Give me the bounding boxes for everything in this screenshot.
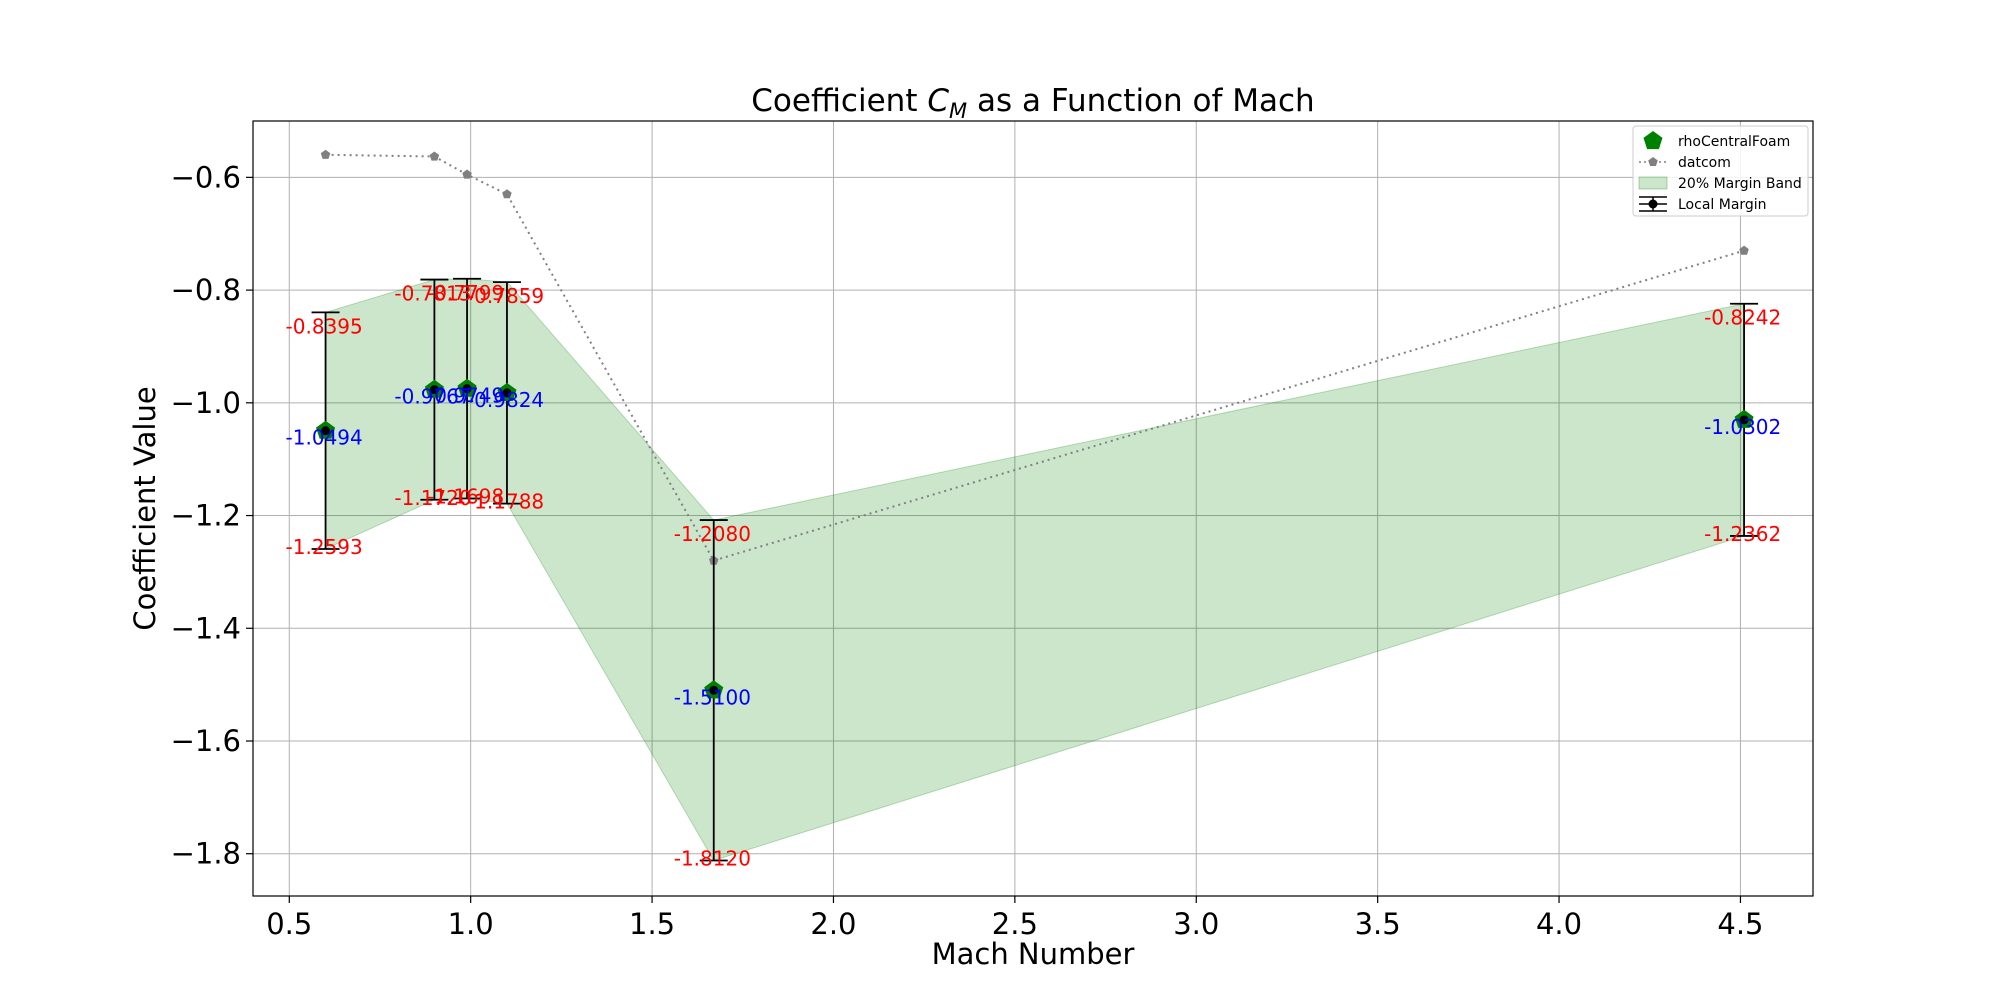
datcom-point xyxy=(1739,245,1749,255)
y-tick-label: −1.8 xyxy=(171,837,241,871)
y-axis-label: Coefficient Value xyxy=(128,386,162,630)
x-tick-label: 1.0 xyxy=(448,907,494,941)
legend-rhocentralfoam-label: rhoCentralFoam xyxy=(1678,134,1790,150)
x-tick-label: 2.5 xyxy=(992,907,1038,941)
y-tick-label: −0.6 xyxy=(171,160,241,194)
legend-rhocentralfoam-marker xyxy=(1643,131,1663,150)
title-symbol: C xyxy=(927,83,949,119)
center-value-label: -1.5100 xyxy=(674,685,751,709)
center-value-label: -0.9824 xyxy=(467,388,544,412)
datcom-point xyxy=(320,149,331,159)
title-prefix: Coefficient xyxy=(751,83,927,119)
y-tick-label: −1.4 xyxy=(171,611,241,645)
y-tick-label: −1.2 xyxy=(171,499,241,533)
x-axis-label: Mach Number xyxy=(932,937,1135,971)
errorbar-center-dot xyxy=(709,685,719,695)
legend-datcom-marker xyxy=(1648,157,1658,166)
title-subscript: M xyxy=(949,99,967,123)
y-ticks: −0.6 −0.8 −1.0 −1.2 −1.4 −1.6 −1.8 xyxy=(171,160,253,871)
errorbar-center-dot xyxy=(1739,415,1749,425)
x-tick-label: 3.0 xyxy=(1173,907,1219,941)
chart-title: Coefficient CM as a Function of Mach xyxy=(751,83,1314,123)
x-tick-label: 2.0 xyxy=(810,907,856,941)
lower-bound-label: -1.1720 xyxy=(394,486,471,510)
data-annotations: -1.0494 -0.8395 -1.2593 -0.9767 -0.7813 -1.17… xyxy=(286,281,1782,871)
datcom-point xyxy=(462,169,472,179)
errorbar-center-dot xyxy=(502,388,512,398)
legend-datcom-label: datcom xyxy=(1678,155,1731,171)
center-value-label: -1.0494 xyxy=(286,426,363,450)
x-tick-label: 4.0 xyxy=(1536,907,1582,941)
legend-band-label: 20% Margin Band xyxy=(1678,176,1802,192)
upper-bound-label: -0.7859 xyxy=(467,284,544,308)
legend-errorbar-label: Local Margin xyxy=(1678,197,1767,213)
upper-bound-label: -0.8242 xyxy=(1704,306,1781,330)
center-value-label: -0.9767 xyxy=(394,385,471,409)
lower-bound-label: -1.1788 xyxy=(467,490,544,514)
y-tick-label: −1.0 xyxy=(171,386,241,420)
legend-errorbar-symbol xyxy=(1639,196,1667,212)
upper-bound-label: -0.7813 xyxy=(394,282,471,306)
x-tick-label: 3.5 xyxy=(1355,907,1401,941)
margin-band-area xyxy=(325,278,1745,862)
errorbar-center-dot xyxy=(429,385,439,395)
errorbar-center-dot xyxy=(321,426,331,436)
margin-band xyxy=(325,278,1745,862)
y-tick-label: −1.6 xyxy=(171,724,241,758)
title-suffix: as a Function of Mach xyxy=(967,83,1315,119)
legend-errorbar-dot xyxy=(1648,199,1658,209)
x-tick-label: 0.5 xyxy=(266,907,312,941)
datcom-point xyxy=(429,151,440,161)
lower-bound-label: -1.1698 xyxy=(427,485,504,509)
lower-bound-label: -1.2362 xyxy=(1704,522,1781,546)
errorbar-center-dot xyxy=(462,384,472,394)
upper-bound-label: -1.2080 xyxy=(674,522,751,546)
x-tick-label: 4.5 xyxy=(1717,907,1763,941)
legend-box xyxy=(1632,125,1809,217)
grid xyxy=(253,121,1813,896)
datcom-series xyxy=(320,149,1749,565)
legend-band-patch xyxy=(1638,176,1668,190)
datcom-line xyxy=(325,153,1745,562)
plot-frame xyxy=(252,120,1814,897)
rhocentralfoam-series xyxy=(316,378,1754,699)
y-tick-label: −0.8 xyxy=(171,273,241,307)
center-value-label: -1.0302 xyxy=(1704,415,1781,439)
upper-bound-label: -0.8395 xyxy=(286,314,363,338)
lower-bound-label: -1.2593 xyxy=(286,535,363,559)
x-tick-label: 1.5 xyxy=(629,907,675,941)
x-ticks: 0.5 1.0 1.5 2.0 2.5 3.0 3.5 4.0 4.5 xyxy=(266,896,1764,941)
center-value-label: -0.9749 xyxy=(427,384,504,408)
legend: rhoCentralFoam datcom 20% Margin Band Lo… xyxy=(1632,125,1809,217)
lower-bound-label: -1.8120 xyxy=(674,846,751,870)
datcom-point xyxy=(502,189,512,199)
upper-bound-label: -0.7799 xyxy=(427,281,504,305)
